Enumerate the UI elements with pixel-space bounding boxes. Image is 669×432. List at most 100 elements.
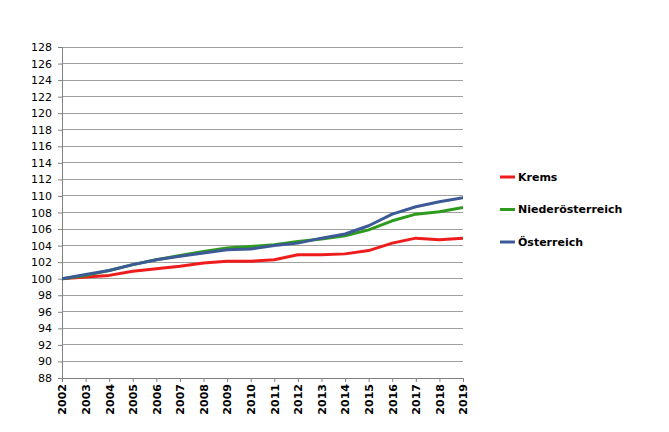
y-tick-mark [58,361,62,362]
chart: 8890929496981001021041061081101121141161… [0,0,669,432]
grid-line [62,278,463,279]
grid-line [62,146,463,147]
x-tick-mark [416,378,417,382]
legend-swatch [500,241,515,244]
x-tick-label: 2003 [80,384,93,415]
x-tick: 2011 [269,378,282,415]
x-tick: 2018 [434,378,447,415]
y-tick-mark [58,213,62,214]
grid-line [62,96,463,97]
y-tick-label: 126 [31,58,52,71]
y-tick-label: 88 [38,372,52,385]
lines [62,198,463,279]
y-tick-label: 92 [38,339,52,352]
legend-swatch [500,208,515,211]
x-tick-mark [109,378,110,382]
x-tick-label: 2018 [434,384,447,415]
y-tick-label: 94 [38,322,52,335]
x-tick: 2004 [104,378,117,415]
y-tick: 118 [31,124,62,137]
x-axis-line [63,379,464,383]
x-tick-label: 2015 [363,384,376,415]
x-tick: 2003 [80,378,93,415]
x-tick: 2015 [363,378,376,415]
legend-label: Krems [518,171,558,184]
y-tick: 96 [38,306,62,319]
y-tick-mark [58,279,62,280]
legend: Krems Niederösterreich Österreich [500,171,622,249]
y-tick: 98 [38,289,62,302]
y-tick-mark [58,163,62,164]
y-tick-mark [58,246,62,247]
y-tick-mark [58,130,62,131]
y-tick-label: 114 [31,157,52,170]
x-tick-label: 2011 [269,384,282,415]
grid-line [62,229,463,230]
x-tick-mark [133,378,134,382]
x-tick-label: 2016 [387,384,400,415]
y-tick-mark [58,345,62,346]
x-tick: 2013 [316,378,329,415]
y-tick-label: 96 [38,306,52,319]
y-tick-mark [58,262,62,263]
y-tick-label: 120 [31,107,52,120]
y-tick-label: 128 [31,41,52,54]
x-tick-label: 2010 [245,384,258,415]
y-tick-mark [58,328,62,329]
y-tick-mark [58,196,62,197]
x-tick-label: 2012 [292,384,305,415]
x-axis: 2002200320042005200620072008200920102011… [56,378,470,415]
y-tick: 106 [31,223,62,236]
y-tick-mark [58,113,62,114]
x-tick: 2007 [174,378,187,415]
plot: 8890929496981001021041061081101121141161… [31,41,470,415]
grid-line [62,195,463,196]
x-tick: 2002 [56,378,69,415]
y-tick-label: 104 [31,240,52,253]
x-tick-mark [298,378,299,382]
x-tick-mark [180,378,181,382]
x-tick-label: 2004 [104,384,117,415]
legend-label: Niederösterreich [518,203,622,216]
x-tick-label: 2019 [457,384,470,415]
y-tick-mark [58,229,62,230]
x-tick: 2009 [221,378,234,415]
x-tick-mark [345,378,346,382]
y-tick-label: 100 [31,273,52,286]
y-tick: 90 [38,355,62,368]
y-tick-label: 124 [31,74,52,87]
x-tick-mark [369,378,370,382]
y-tick-label: 102 [31,256,52,269]
x-tick-label: 2014 [339,384,352,415]
x-tick: 2014 [339,378,352,415]
y-tick: 128 [31,41,62,54]
y-tick: 126 [31,58,62,71]
y-tick: 92 [38,339,62,352]
grid-line [62,63,463,64]
legend-label: Österreich [518,235,583,249]
y-tick-mark [58,97,62,98]
y-axis: 8890929496981001021041061081101121141161… [31,41,63,385]
x-tick-mark [227,378,228,382]
x-tick-label: 2009 [221,384,234,415]
y-tick-mark [58,64,62,65]
grid-line [62,113,463,114]
x-tick-label: 2002 [56,384,69,415]
y-tick-label: 106 [31,223,52,236]
grid-line [62,295,463,296]
x-tick-mark [463,378,464,382]
x-tick-mark [251,378,252,382]
y-tick: 108 [31,207,62,220]
y-tick: 94 [38,322,62,335]
y-tick-mark [58,47,62,48]
y-tick-mark [58,312,62,313]
y-tick-mark [58,146,62,147]
y-tick-mark [58,295,62,296]
x-tick: 2016 [387,378,400,415]
y-tick-mark [58,378,62,379]
x-tick-label: 2006 [151,384,164,415]
y-tick-label: 110 [31,190,52,203]
x-tick: 2012 [292,378,305,415]
y-tick-label: 116 [31,140,52,153]
grid-line [62,328,463,329]
